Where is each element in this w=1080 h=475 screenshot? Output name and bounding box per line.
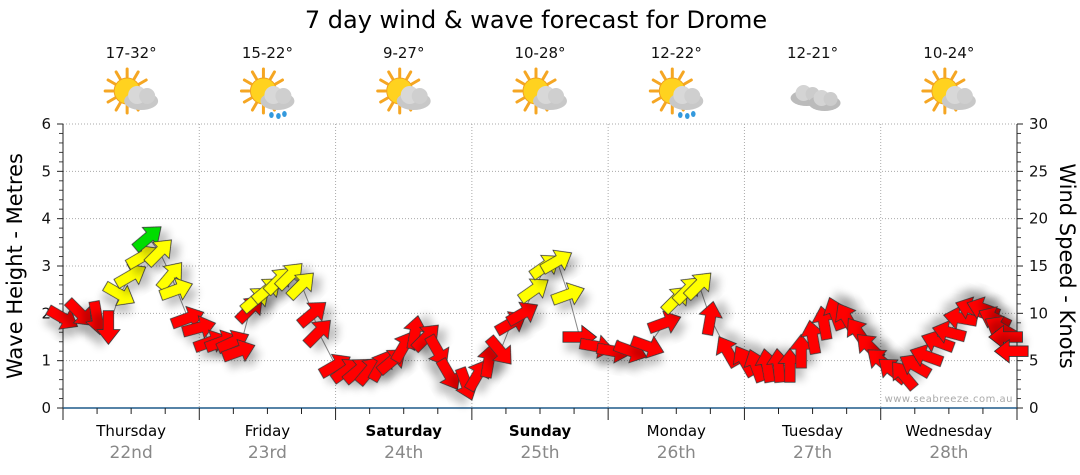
- y-tick-label: 0: [41, 399, 51, 417]
- cloud-icon: [790, 85, 841, 111]
- wind-arrow: [505, 301, 539, 327]
- cloud-icon: [669, 86, 704, 110]
- wind-arrow: [629, 335, 665, 359]
- wind-arrow: [909, 343, 945, 368]
- day-date: 22nd: [110, 443, 153, 463]
- wind-arrow: [285, 272, 314, 302]
- wind-arrow: [892, 361, 919, 392]
- day-date: 25th: [520, 443, 559, 463]
- wind-arrow: [96, 310, 121, 346]
- wind-arrow: [682, 272, 712, 302]
- day-temperature: 10-28°: [514, 44, 565, 62]
- cloud-icon: [941, 86, 976, 110]
- y2-axis-label: Wind Speed - Knots: [1055, 163, 1079, 368]
- day-temperature: 17-32°: [106, 44, 157, 62]
- y-tick-label: 3: [41, 257, 51, 275]
- y-tick-label: 5: [41, 162, 51, 180]
- wind-arrow: [102, 280, 135, 306]
- wind-arrow: [800, 319, 825, 355]
- wind-arrow: [698, 300, 723, 337]
- day-name: Tuesday: [781, 422, 843, 440]
- y-tick-label: 6: [41, 115, 51, 133]
- wind-arrows: [45, 226, 1029, 401]
- wind-arrow: [550, 282, 585, 306]
- cloud-icon: [260, 86, 295, 110]
- day-temperature: 15-22°: [242, 44, 293, 62]
- day-name: Monday: [647, 422, 706, 440]
- wind-arrow: [484, 334, 512, 365]
- wind-arrow: [539, 249, 573, 275]
- wind-arrow: [158, 277, 193, 301]
- wind-arrow: [63, 297, 93, 326]
- day-name: Friday: [245, 422, 291, 440]
- day-temperature: 10-24°: [923, 44, 974, 62]
- y2-tick-label: 20: [1029, 210, 1048, 228]
- day-headers: 17-32° Thursday 22nd 15-22° Friday 23rd 9-27° S…: [95, 44, 992, 463]
- wind-arrow: [435, 357, 461, 391]
- wind-arrow: [296, 302, 327, 329]
- day-name: Sunday: [509, 422, 572, 440]
- sun-cloud-icon: [921, 67, 976, 115]
- wind-arrow: [410, 324, 439, 354]
- y2-tick-label: 0: [1029, 399, 1039, 417]
- wind-arrow: [45, 304, 79, 330]
- wind-arrow: [931, 319, 967, 344]
- day-name: Saturday: [366, 422, 443, 440]
- day-date: 27th: [793, 443, 832, 463]
- rain-icon: [677, 111, 696, 119]
- y-tick-label: 4: [41, 210, 51, 228]
- sun-cloud-icon: [512, 67, 567, 115]
- cloud-icon: [396, 86, 431, 110]
- day-date: 23rd: [248, 443, 287, 463]
- wind-arrow: [899, 353, 933, 379]
- chart-title: 7 day wind & wave forecast for Drome: [305, 6, 767, 34]
- day-date: 28th: [929, 443, 968, 463]
- y2-tick-label: 25: [1029, 162, 1048, 180]
- wind-arrow: [220, 338, 256, 363]
- day-date: 26th: [657, 443, 696, 463]
- cloud-icon: [124, 86, 159, 110]
- wind-arrow: [921, 329, 956, 353]
- y-axis-label: Wave Height - Metres: [3, 153, 27, 379]
- wind-arrow: [788, 333, 814, 369]
- wind-arrow: [273, 263, 303, 292]
- sun-cloud-rain-icon: [648, 67, 704, 119]
- wind-arrow: [143, 239, 172, 268]
- sun-cloud-rain-icon: [239, 67, 295, 119]
- wind-arrow: [646, 310, 682, 335]
- cloud-icon: [790, 85, 841, 111]
- day-date: 24th: [384, 443, 423, 463]
- y2-tick-label: 10: [1029, 304, 1048, 322]
- sun-cloud-icon: [376, 67, 431, 115]
- wind-arrow: [988, 324, 1023, 350]
- day-name: Thursday: [95, 422, 166, 440]
- rain-icon: [269, 111, 287, 119]
- day-temperature: 9-27°: [383, 44, 425, 62]
- sun-cloud-icon: [103, 67, 159, 115]
- y-tick-label: 1: [41, 352, 51, 370]
- wind-arrow: [516, 278, 549, 305]
- y2-tick-label: 30: [1029, 115, 1048, 133]
- cloud-icon: [533, 86, 567, 110]
- wind-arrow: [993, 338, 1029, 364]
- y2-tick-label: 15: [1029, 257, 1048, 275]
- wind-arrow: [302, 319, 331, 349]
- watermark: www.seabreeze.com.au: [885, 394, 1013, 405]
- y2-tick-label: 5: [1029, 352, 1039, 370]
- day-temperature: 12-22°: [651, 44, 702, 62]
- wave-height-line: [62, 236, 1012, 385]
- day-name: Wednesday: [905, 422, 992, 440]
- wind-arrow: [131, 226, 162, 254]
- day-temperature: 12-21°: [787, 44, 838, 62]
